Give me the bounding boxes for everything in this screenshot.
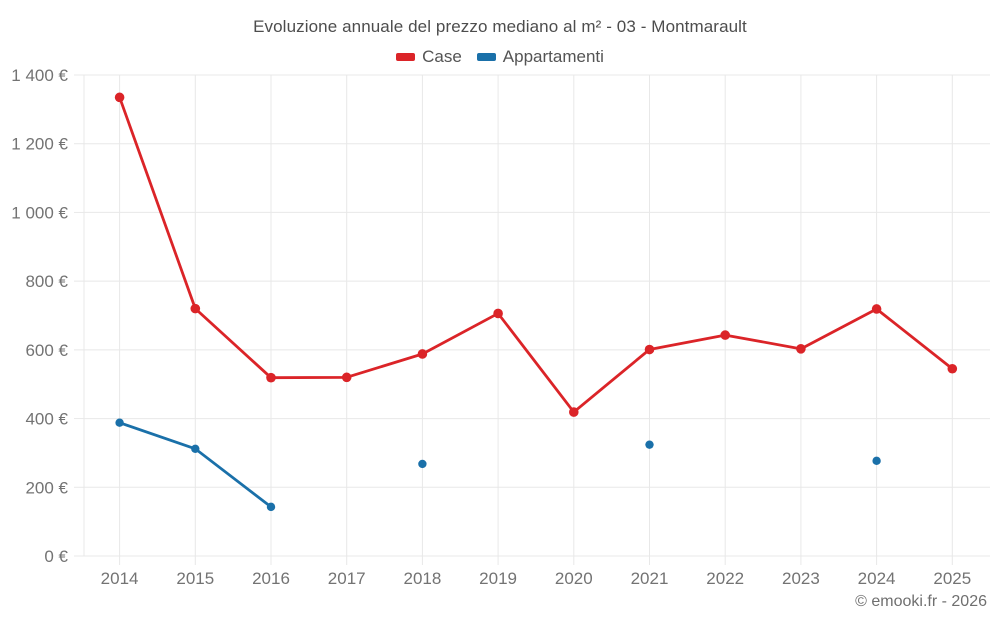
data-point-case[interactable] [114, 92, 125, 103]
x-axis-tick-label: 2021 [631, 569, 669, 588]
y-axis-tick-label: 200 € [25, 478, 68, 497]
x-axis-tick-label: 2025 [933, 569, 971, 588]
y-axis-tick-label: 1 000 € [11, 203, 68, 222]
x-axis-tick-label: 2023 [782, 569, 820, 588]
data-point-case[interactable] [720, 330, 730, 340]
y-axis-tick-label: 1 400 € [11, 66, 68, 85]
legend-label-case: Case [422, 47, 462, 66]
legend-swatch-case-icon [396, 53, 416, 61]
legend-label-appartamenti: Appartamenti [502, 47, 604, 66]
x-axis-tick-label: 2024 [858, 569, 896, 588]
x-axis-tick-label: 2022 [706, 569, 744, 588]
data-point-appartamenti[interactable] [266, 502, 276, 512]
data-point-case[interactable] [947, 363, 958, 374]
y-axis-tick-label: 600 € [25, 341, 68, 360]
chart-title: Evoluzione annuale del prezzo mediano al… [253, 17, 747, 36]
x-axis-tick-label: 2020 [555, 569, 593, 588]
copyright-credit: © emooki.fr - 2026 [855, 593, 987, 610]
x-axis-tick-label: 2017 [328, 569, 366, 588]
data-point-case[interactable] [493, 308, 503, 319]
data-point-case[interactable] [796, 344, 806, 354]
data-point-case[interactable] [266, 372, 276, 383]
y-axis-tick-label: 1 200 € [11, 135, 68, 154]
data-point-appartamenti[interactable] [645, 440, 654, 449]
data-point-case[interactable] [644, 344, 655, 355]
series-line-case [118, 95, 954, 414]
data-point-appartamenti[interactable] [191, 444, 200, 454]
legend-swatch-appartamenti-icon [476, 53, 496, 61]
data-point-appartamenti[interactable] [115, 418, 124, 427]
x-axis-tick-label: 2014 [101, 569, 139, 588]
y-axis-tick-label: 400 € [25, 410, 68, 429]
legend-item-case[interactable]: Case [396, 47, 462, 67]
x-axis-tick-label: 2019 [479, 569, 517, 588]
y-axis-tick-label: 800 € [25, 272, 68, 291]
data-point-case[interactable] [341, 372, 352, 383]
y-axis-tick-label: 0 € [44, 547, 68, 566]
data-point-appartamenti[interactable] [872, 456, 881, 466]
data-point-appartamenti[interactable] [418, 459, 427, 469]
data-point-case[interactable] [190, 303, 201, 314]
data-point-case[interactable] [569, 407, 579, 417]
x-axis-tick-label: 2016 [252, 569, 290, 588]
chart-legend: Case Appartamenti [0, 47, 1000, 67]
data-point-case[interactable] [417, 349, 428, 359]
data-point-case[interactable] [871, 304, 882, 314]
x-axis-tick-label: 2015 [176, 569, 214, 588]
legend-item-appartamenti[interactable]: Appartamenti [476, 47, 604, 67]
x-axis-tick-label: 2018 [403, 569, 441, 588]
